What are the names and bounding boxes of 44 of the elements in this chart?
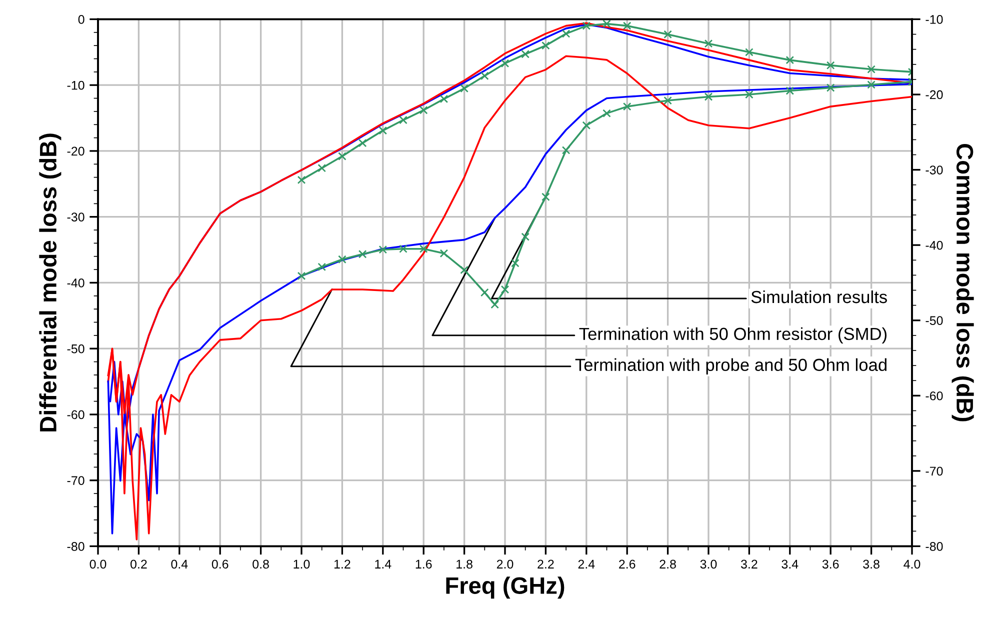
annotation: Termination with probe and 50 Ohm load bbox=[575, 358, 886, 374]
x-tick-label: 3.0 bbox=[700, 560, 717, 569]
x-tick-label: 2.8 bbox=[660, 560, 676, 569]
y2-tick-label: -10 bbox=[926, 15, 943, 24]
x-tick-label: 0.2 bbox=[130, 560, 147, 569]
x-tick-label: 1.0 bbox=[294, 560, 310, 569]
x-tick-label: 2.2 bbox=[538, 560, 554, 568]
x-tick-label: 2.4 bbox=[578, 560, 595, 568]
y2-tick-label: -60 bbox=[926, 391, 943, 400]
y2-tick-label: -30 bbox=[926, 166, 943, 174]
y-tick-label: -20 bbox=[67, 146, 84, 156]
x-tick-label: 3.8 bbox=[863, 560, 880, 569]
x-tick-label: 3.4 bbox=[782, 560, 798, 569]
y-tick-label: -30 bbox=[67, 212, 84, 222]
x-tick-label: 2.0 bbox=[496, 560, 514, 569]
y-tick-label: -70 bbox=[67, 476, 84, 485]
x-tick-label: 3.2 bbox=[740, 560, 758, 569]
x-tick-label: 0.8 bbox=[252, 560, 269, 569]
y-tick-label: -80 bbox=[67, 542, 84, 551]
x-tick-label: 0.4 bbox=[171, 560, 188, 569]
x-tick-label: 1.8 bbox=[456, 560, 472, 569]
y2-tick-label: -70 bbox=[926, 466, 943, 476]
x-tick-label: 3.6 bbox=[822, 560, 839, 569]
y2-tick-label: -50 bbox=[926, 316, 943, 326]
y2-tick-label: -80 bbox=[926, 542, 943, 551]
x-tick-label: 1.6 bbox=[416, 560, 432, 569]
x-tick-label: 0.0 bbox=[90, 560, 106, 569]
y2-tick-label: -40 bbox=[926, 240, 943, 250]
annotation: Simulation results bbox=[751, 290, 887, 304]
x-tick-label: 0.6 bbox=[212, 560, 228, 569]
x-tick-label: 2.6 bbox=[619, 560, 636, 569]
y-axis-title: Differential mode loss (dB) bbox=[39, 134, 62, 432]
y-tick-label: -40 bbox=[67, 278, 84, 288]
y2-axis-title: Common mode loss (dB) bbox=[952, 144, 974, 422]
x-tick-label: 1.2 bbox=[334, 560, 350, 568]
x-tick-label: 1.4 bbox=[375, 560, 392, 568]
x-axis-title: Freq (GHz) bbox=[446, 576, 564, 599]
y-tick-label: -10 bbox=[67, 80, 84, 90]
y-tick-label: 0 bbox=[78, 15, 84, 24]
y2-tick-label: -20 bbox=[926, 90, 943, 100]
annotation: Termination with 50 Ohm resistor (SMD) bbox=[579, 327, 887, 344]
y-tick-label: -60 bbox=[67, 410, 84, 420]
x-tick-label: 4.0 bbox=[904, 560, 920, 569]
y-tick-label: -50 bbox=[67, 344, 84, 354]
